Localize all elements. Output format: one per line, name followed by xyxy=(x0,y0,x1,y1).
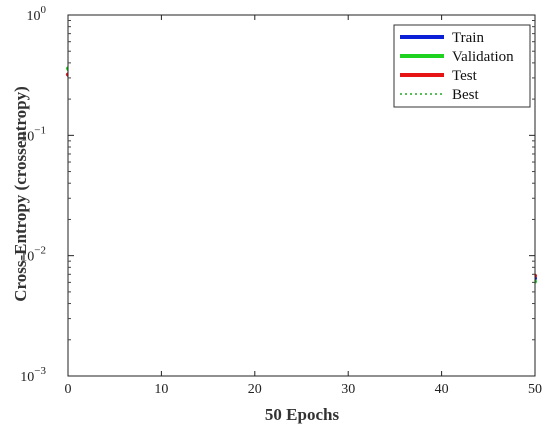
legend-label-validation: Validation xyxy=(452,49,514,65)
y-axis-label: Cross-Entropy (crossentropy) xyxy=(11,86,30,302)
x-tick-label: 20 xyxy=(248,382,262,397)
legend-label-train: Train xyxy=(452,30,484,46)
legend: Train Validation Test Best xyxy=(393,24,531,108)
y-tick-label: 10−2 xyxy=(20,245,46,265)
y-tick-label: 10−3 xyxy=(20,365,46,385)
legend-label-test: Test xyxy=(452,68,478,84)
y-tick-label: 100 xyxy=(27,4,47,24)
x-axis-label: 50 Epochs xyxy=(265,405,340,424)
x-tick-label: 0 xyxy=(65,382,72,397)
axes: 0 10 20 30 40 50 100 10−1 10−2 10−3 xyxy=(20,4,542,397)
y-tick-label: 10−1 xyxy=(20,124,46,144)
x-tick-label: 40 xyxy=(435,382,449,397)
x-tick-label: 10 xyxy=(154,382,168,397)
x-tick-label: 30 xyxy=(341,382,355,397)
legend-label-best: Best xyxy=(452,87,480,103)
x-tick-label: 50 xyxy=(528,382,542,397)
